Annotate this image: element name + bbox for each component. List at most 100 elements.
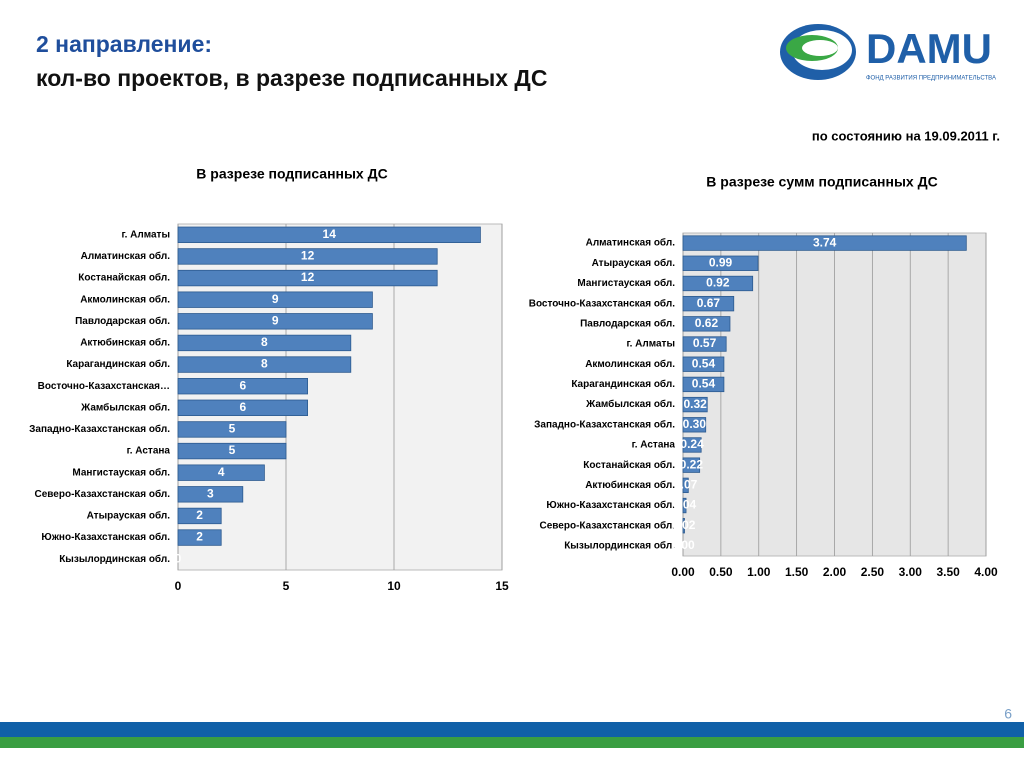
- bar: [177, 399, 309, 416]
- value-label: 0.24: [680, 437, 704, 451]
- value-label: 6: [239, 400, 246, 414]
- value-label: 0.00: [671, 538, 695, 552]
- value-label: 6: [239, 378, 246, 392]
- bar: [177, 421, 287, 438]
- value-label: 2: [196, 530, 203, 544]
- bar: [177, 269, 438, 287]
- bar: [682, 396, 708, 413]
- bar: [682, 295, 735, 312]
- x-tick-label: 1.50: [785, 565, 809, 579]
- category-label: Павлодарская обл.: [580, 317, 675, 329]
- value-label: 4: [218, 465, 225, 479]
- footer-band: [0, 737, 1024, 748]
- logo: DAMU ФОНД РАЗВИТИЯ ПРЕДПРИНИМАТЕЛЬСТВА: [780, 24, 996, 82]
- value-label: 9: [272, 313, 279, 327]
- value-label: 0.32: [683, 397, 707, 411]
- x-tick-label: 2.00: [823, 565, 847, 579]
- bar: [682, 235, 967, 251]
- x-tick-label: 15: [495, 579, 509, 593]
- category-label: г. Астана: [127, 446, 171, 457]
- bar: [682, 477, 689, 494]
- category-label: Кызылординская обл.: [59, 553, 170, 565]
- value-label: 5: [229, 422, 236, 436]
- value-label: 0.99: [709, 255, 733, 269]
- value-label: 0.92: [706, 276, 730, 290]
- category-label: Актюбинская обл.: [585, 479, 675, 491]
- footer-band: [0, 722, 1024, 737]
- category-label: Костанайская обл.: [78, 272, 170, 284]
- category-label: Жамбылская обл.: [585, 398, 675, 410]
- value-label: 12: [301, 270, 315, 284]
- bar: [177, 356, 352, 373]
- logo-subtext: ФОНД РАЗВИТИЯ ПРЕДПРИНИМАТЕЛЬСТВА: [866, 76, 996, 82]
- x-tick-label: 0.50: [709, 565, 733, 579]
- bar: [682, 417, 707, 433]
- category-label: Акмолинская обл.: [585, 358, 675, 370]
- value-label: 0.54: [692, 356, 716, 370]
- bar: [177, 313, 373, 330]
- category-label: Карагандинская обл.: [571, 378, 675, 390]
- bar: [682, 336, 727, 352]
- bar: [177, 464, 265, 481]
- x-tick-label: 0: [175, 579, 182, 593]
- x-tick-label: 2.50: [861, 565, 885, 579]
- category-label: Мангистауская обл.: [577, 277, 675, 289]
- value-label: 12: [301, 249, 315, 263]
- value-label: 0.54: [692, 377, 716, 391]
- value-label: 0.07: [674, 478, 698, 492]
- value-label: 3.74: [813, 235, 837, 249]
- bar: [177, 442, 287, 460]
- date-note: по состоянию на 19.09.2011 г.: [812, 128, 1000, 143]
- value-label: 2: [196, 508, 203, 522]
- bar: [682, 376, 725, 393]
- bar: [682, 275, 754, 292]
- chart-title: В разрезе подписанных ДС: [196, 166, 387, 182]
- logo-swoosh: [802, 40, 838, 56]
- value-label: 5: [229, 443, 236, 457]
- value-label: 9: [272, 292, 279, 306]
- category-label: Северо-Казахстанская обл.: [540, 519, 676, 531]
- bar: [682, 437, 702, 453]
- category-label: Мангистауская обл.: [72, 466, 170, 478]
- category-label: Восточно-Казахстанская обл.: [529, 297, 675, 309]
- category-label: Атырауская обл.: [592, 257, 676, 269]
- value-label: 0.22: [680, 457, 704, 471]
- bar: [177, 486, 244, 503]
- category-label: Кызылординская обл.: [564, 540, 675, 552]
- bar: [682, 457, 701, 473]
- category-label: Западно-Казахстанская обл.: [534, 418, 675, 430]
- x-tick-label: 0.00: [671, 565, 695, 579]
- x-tick-label: 4.00: [974, 565, 998, 579]
- title-line2: кол-во проектов, в разрезе подписанных Д…: [36, 65, 547, 91]
- x-tick-label: 1.00: [747, 565, 771, 579]
- x-tick-label: 3.50: [936, 565, 960, 579]
- bar: [177, 378, 309, 395]
- value-label: 8: [261, 335, 268, 349]
- page-number: 6: [1004, 706, 1012, 722]
- bar: [177, 226, 481, 243]
- category-label: Акмолинская обл.: [80, 293, 170, 305]
- category-label: Южно-Казахстанская обл.: [546, 499, 675, 511]
- value-label: 0.67: [697, 296, 721, 310]
- value-label: 0: [175, 551, 182, 565]
- category-label: Алматинская обл.: [81, 250, 171, 262]
- category-label: г. Алматы: [626, 339, 675, 350]
- x-tick-label: 10: [387, 579, 401, 593]
- category-label: Жамбылская обл.: [80, 401, 170, 413]
- category-label: г. Алматы: [121, 229, 170, 240]
- x-tick-label: 5: [283, 579, 290, 593]
- bar: [177, 248, 438, 265]
- category-label: Костанайская обл.: [583, 459, 675, 471]
- value-label: 0.62: [695, 316, 719, 330]
- value-label: 0.04: [673, 498, 697, 512]
- title-line1: 2 направление:: [36, 31, 212, 57]
- category-label: Актюбинская обл.: [80, 337, 170, 349]
- category-label: Алматинская обл.: [586, 237, 676, 249]
- bar: [682, 316, 731, 332]
- category-label: Павлодарская обл.: [75, 315, 170, 327]
- value-label: 0.57: [693, 336, 717, 350]
- bar: [682, 518, 685, 534]
- value-label: 8: [261, 357, 268, 371]
- bar: [682, 497, 687, 514]
- category-label: Атырауская обл.: [87, 510, 171, 522]
